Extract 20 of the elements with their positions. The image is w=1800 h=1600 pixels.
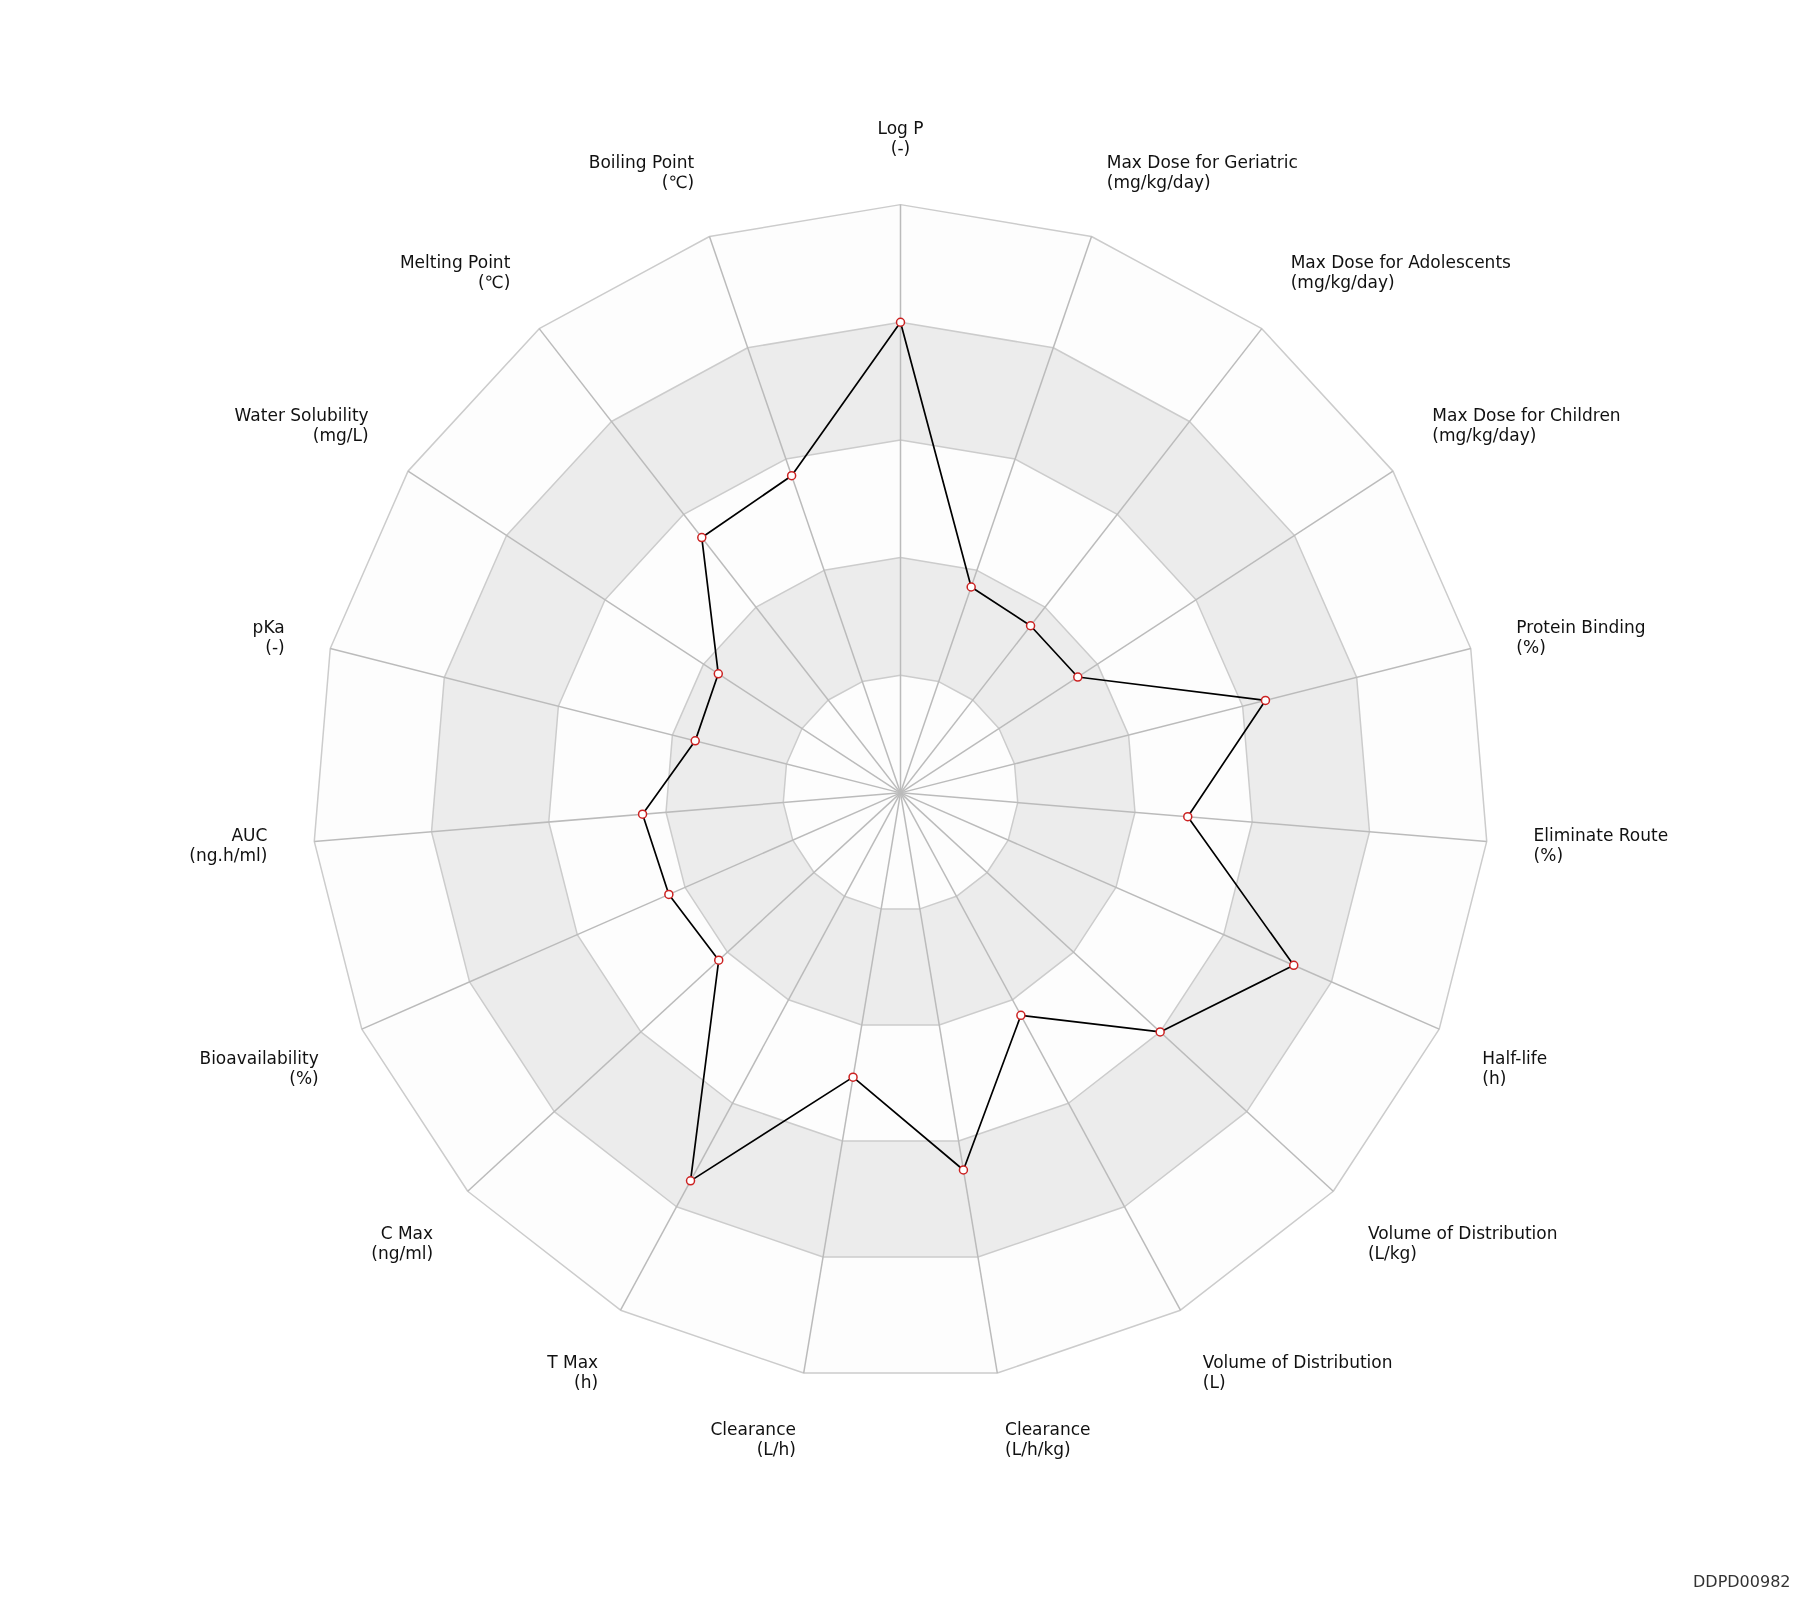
spoke-label: AUC (ng.h/ml): [189, 825, 268, 866]
spoke-label: Half-life (h): [1482, 1048, 1548, 1089]
spoke-label: Max Dose for Adolescents (mg/kg/day): [1290, 251, 1512, 292]
spoke-label: Water Solubility (mg/L): [234, 405, 369, 446]
spoke-label: Max Dose for Geriatric (mg/kg/day): [1106, 151, 1298, 192]
spoke-label: Volume of Distribution (L/kg): [1367, 1223, 1558, 1264]
spoke-label: Log P (-): [877, 117, 924, 158]
spoke-label: Volume of Distribution (L): [1202, 1351, 1393, 1392]
spoke-label: Bioavailability (%): [199, 1048, 319, 1089]
spoke-label: pKa (-): [252, 616, 285, 657]
spoke-label: Max Dose for Children (mg/kg/day): [1432, 405, 1621, 446]
spoke-label: Protein Binding (%): [1516, 616, 1646, 657]
text: DDPD00982: [1692, 1571, 1791, 1591]
spoke-label: Melting Point (℃): [399, 251, 511, 292]
spoke-label: Boiling Point (℃): [588, 151, 695, 192]
spoke-label: Clearance (L/h/kg): [1005, 1419, 1091, 1460]
spoke-label: Clearance (L/h): [710, 1419, 796, 1460]
spoke-label: C Max (ng/ml): [371, 1223, 434, 1264]
spoke-label: T Max (h): [546, 1351, 599, 1392]
spoke-label: Eliminate Route (%): [1533, 825, 1669, 866]
